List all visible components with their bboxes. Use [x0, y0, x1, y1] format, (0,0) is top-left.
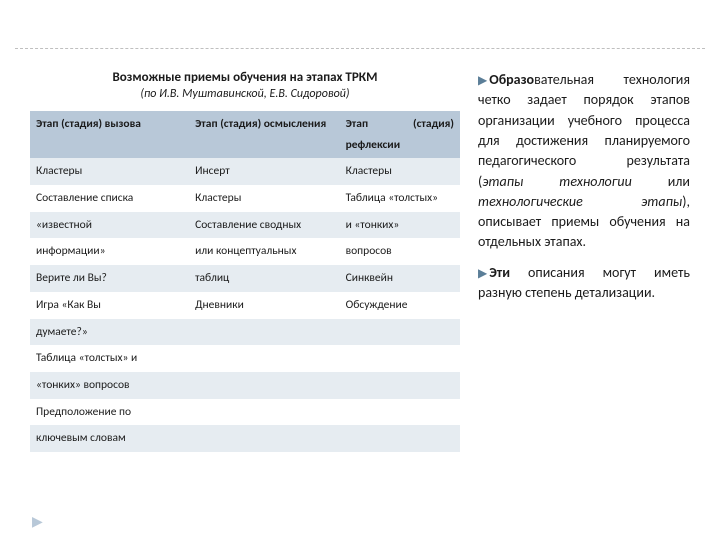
- table-cell: Синквейн: [340, 265, 460, 292]
- corner-mark-icon: ▶: [32, 513, 43, 530]
- p1-mid: или: [632, 173, 690, 190]
- table-cell: Кластеры: [189, 185, 340, 212]
- table-row: Таблица «толстых» и: [30, 345, 460, 372]
- slide-content: Возможные приемы обучения на этапах ТРКМ…: [30, 70, 690, 452]
- table-cell: и «тонких»: [340, 212, 460, 239]
- col-header-1: Этап (стадия) вызова: [30, 111, 189, 158]
- table-cell: Составление списка: [30, 185, 189, 212]
- methods-table: Этап (стадия) вызова Этап (стадия) осмыс…: [30, 111, 460, 452]
- table-row: «известнойСоставление сводныхи «тонких»: [30, 212, 460, 239]
- table-row: Составление спискаКластерыТаблица «толст…: [30, 185, 460, 212]
- p2-prefix: Эти: [489, 264, 510, 281]
- table-row: думаете?»: [30, 319, 460, 346]
- table-cell: Обсуждение: [340, 292, 460, 319]
- table-cell: [340, 345, 460, 372]
- table-row: информации»или концептуальныхвопросов: [30, 238, 460, 265]
- p1-prefix: Образо: [489, 71, 534, 88]
- table-header-row: Этап (стадия) вызова Этап (стадия) осмыс…: [30, 111, 460, 158]
- table-cell: [189, 399, 340, 426]
- table-cell: думаете?»: [30, 319, 189, 346]
- p2-text: описания могут иметь разную степень дета…: [478, 264, 690, 301]
- table-cell: вопросов: [340, 238, 460, 265]
- table-cell: Кластеры: [30, 158, 189, 185]
- table-cell: [340, 425, 460, 452]
- table-row: Верите ли Вы?таблицСинквейн: [30, 265, 460, 292]
- col-header-2: Этап (стадия) осмысления: [189, 111, 340, 158]
- table-cell: Таблица «толстых»: [340, 185, 460, 212]
- table-cell: [189, 319, 340, 346]
- p1-italic2: технологические этапы: [478, 193, 682, 210]
- table-cell: Составление сводных: [189, 212, 340, 239]
- top-divider: [15, 48, 705, 49]
- p1-italic1: этапы технологии: [482, 173, 632, 190]
- col-header-3: Этап (стадия) рефлексии: [340, 111, 460, 158]
- table-cell: «тонких» вопросов: [30, 372, 189, 399]
- table-row: «тонких» вопросов: [30, 372, 460, 399]
- table-row: Предположение по: [30, 399, 460, 426]
- table-cell: [340, 372, 460, 399]
- table-cell: [189, 425, 340, 452]
- table-cell: или концептуальных: [189, 238, 340, 265]
- table-cell: Кластеры: [340, 158, 460, 185]
- table-cell: [189, 372, 340, 399]
- table-cell: Таблица «толстых» и: [30, 345, 189, 372]
- bullet-icon: ▶: [478, 73, 487, 90]
- paragraph-2: ▶Эти описания могут иметь разную степень…: [478, 263, 690, 304]
- right-column: ▶Образовательная технология четко задает…: [478, 70, 690, 452]
- table-row: Игра «Как ВыДневникиОбсуждение: [30, 292, 460, 319]
- table-cell: [340, 399, 460, 426]
- table-cell: Дневники: [189, 292, 340, 319]
- table-cell: «известной: [30, 212, 189, 239]
- table-row: ключевым словам: [30, 425, 460, 452]
- table-title: Возможные приемы обучения на этапах ТРКМ: [30, 70, 460, 85]
- table-body: КластерыИнсертКластерыСоставление списка…: [30, 158, 460, 452]
- table-cell: [189, 345, 340, 372]
- table-cell: Инсерт: [189, 158, 340, 185]
- table-cell: Предположение по: [30, 399, 189, 426]
- table-cell: [340, 319, 460, 346]
- table-cell: Верите ли Вы?: [30, 265, 189, 292]
- paragraph-1: ▶Образовательная технология четко задает…: [478, 70, 690, 253]
- left-column: Возможные приемы обучения на этапах ТРКМ…: [30, 70, 460, 452]
- bullet-icon: ▶: [478, 266, 487, 283]
- table-cell: информации»: [30, 238, 189, 265]
- table-cell: Игра «Как Вы: [30, 292, 189, 319]
- table-cell: таблиц: [189, 265, 340, 292]
- table-cell: ключевым словам: [30, 425, 189, 452]
- table-row: КластерыИнсертКластеры: [30, 158, 460, 185]
- table-subtitle: (по И.В. Муштавинской, Е.В. Сидоровой): [30, 87, 460, 101]
